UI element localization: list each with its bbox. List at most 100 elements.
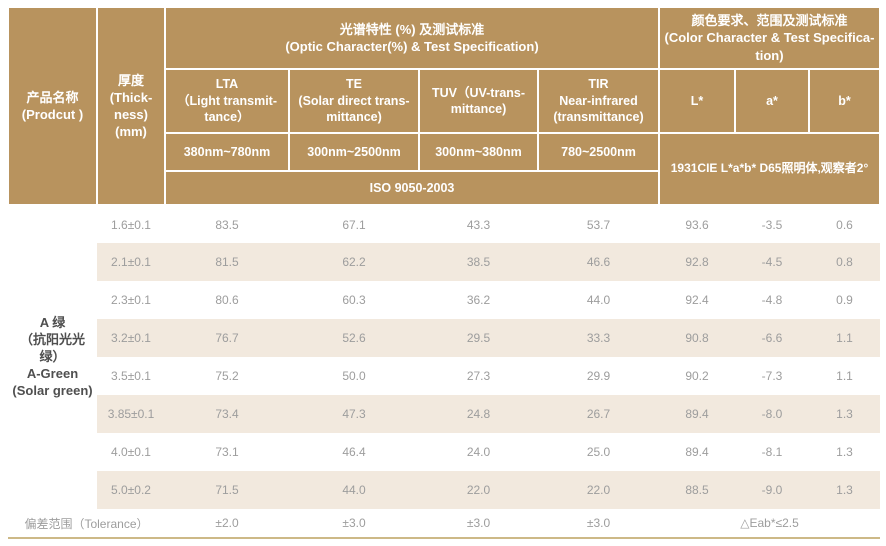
data-value: 50.0 [289, 357, 419, 395]
header-tuv: TUV（UV-trans- mittance) [418, 68, 539, 134]
data-value: 93.6 [659, 205, 735, 243]
data-value: 81.5 [165, 243, 289, 281]
data-value: 38.5 [419, 243, 538, 281]
range-tir: 780~2500nm [537, 132, 660, 172]
thickness-value: 5.0±0.2 [97, 471, 165, 509]
header-standard-row: ISO 9050-2003 [8, 170, 880, 206]
tolerance-te: ±3.0 [289, 509, 419, 538]
table-header: 产品名称 (Prodcut ) 厚度 (Thick- ness) (mm) 光谱… [7, 6, 882, 206]
header-l-star: L* [658, 68, 736, 134]
table-row: 3.2±0.1 76.7 52.6 29.5 33.3 90.8 -6.6 1.1 [8, 319, 881, 357]
header-color-group: 颜色要求、范围及测试标准 (Color Character & Test Spe… [657, 6, 882, 70]
data-value: -6.6 [735, 319, 809, 357]
data-value: -7.3 [735, 357, 809, 395]
data-value: 46.6 [538, 243, 659, 281]
range-tuv: 300nm~380nm [418, 132, 539, 172]
header-tir: TIR Near-infrared (transmittance) [537, 68, 660, 134]
data-value: 1.3 [809, 433, 881, 471]
header-b-star: b* [807, 68, 882, 134]
data-value: -8.0 [735, 395, 809, 433]
data-value: 89.4 [659, 395, 735, 433]
table-row: A 绿 （抗阳光光绿） A-Green (Solar green) 1.6±0.1… [8, 205, 881, 509]
data-value: -3.5 [735, 205, 809, 243]
data-value: -4.8 [735, 281, 809, 319]
data-value: 47.3 [289, 395, 419, 433]
header-range-row: 380nm~780nm 300nm~2500nm 300nm~380nm 780… [8, 132, 882, 206]
data-value: 1.1 [809, 357, 881, 395]
data-value: 83.5 [165, 205, 289, 243]
range-lta: 380nm~780nm [164, 132, 290, 172]
data-value: 44.0 [538, 281, 659, 319]
header-te: TE (Solar direct trans- mittance) [288, 68, 420, 134]
header-product-name: 产品名称 (Prodcut ) [7, 6, 98, 206]
data-value: 89.4 [659, 433, 735, 471]
data-value: 1.1 [809, 319, 881, 357]
table-row: 3.5±0.1 75.2 50.0 27.3 29.9 90.2 -7.3 1.1 [8, 357, 881, 395]
header-thickness: 厚度 (Thick- ness) (mm) [96, 6, 166, 206]
optic-standard: ISO 9050-2003 [164, 170, 660, 206]
data-value: 1.3 [809, 395, 881, 433]
table-footer: 偏差范围（Tolerance） ±2.0 ±3.0 ±3.0 ±3.0 △Eab… [8, 509, 881, 538]
data-value: 52.6 [289, 319, 419, 357]
data-value: 92.8 [659, 243, 735, 281]
header-group-row: 产品名称 (Prodcut ) 厚度 (Thick- ness) (mm) 光谱… [7, 6, 882, 206]
data-value: 36.2 [419, 281, 538, 319]
data-value: 75.2 [165, 357, 289, 395]
data-value: 25.0 [538, 433, 659, 471]
range-te: 300nm~2500nm [288, 132, 420, 172]
data-value: 60.3 [289, 281, 419, 319]
header-sub-row: LTA （Light transmit- tance） TE (Solar di… [8, 68, 882, 134]
thickness-value: 1.6±0.1 [97, 205, 165, 243]
tolerance-tuv: ±3.0 [419, 509, 538, 538]
data-value: 1.3 [809, 471, 881, 509]
data-value: 88.5 [659, 471, 735, 509]
data-value: 26.7 [538, 395, 659, 433]
tolerance-label: 偏差范围（Tolerance） [8, 509, 165, 538]
product-spec-table: 产品名称 (Prodcut ) 厚度 (Thick- ness) (mm) 光谱… [7, 6, 882, 539]
data-value: 22.0 [538, 471, 659, 509]
data-value: 44.0 [289, 471, 419, 509]
data-value: 73.4 [165, 395, 289, 433]
data-value: -8.1 [735, 433, 809, 471]
data-value: 27.3 [419, 357, 538, 395]
data-value: 46.4 [289, 433, 419, 471]
data-value: 24.8 [419, 395, 538, 433]
tolerance-tir: ±3.0 [538, 509, 659, 538]
data-value: 71.5 [165, 471, 289, 509]
data-value: 73.1 [165, 433, 289, 471]
header-optic-group: 光谱特性 (%) 及测试标准 (Optic Character(%) & Tes… [164, 6, 660, 70]
thickness-value: 3.2±0.1 [97, 319, 165, 357]
data-value: 24.0 [419, 433, 538, 471]
data-value: 29.9 [538, 357, 659, 395]
data-value: 90.2 [659, 357, 735, 395]
product-name-cell: A 绿 （抗阳光光绿） A-Green (Solar green) [8, 205, 97, 509]
thickness-value: 3.5±0.1 [97, 357, 165, 395]
data-value: 0.6 [809, 205, 881, 243]
data-value: 22.0 [419, 471, 538, 509]
thickness-value: 2.3±0.1 [97, 281, 165, 319]
data-value: 33.3 [538, 319, 659, 357]
data-value: 80.6 [165, 281, 289, 319]
data-value: 29.5 [419, 319, 538, 357]
table-row: 3.85±0.1 73.4 47.3 24.8 26.7 89.4 -8.0 1.3 [8, 395, 881, 433]
thickness-value: 2.1±0.1 [97, 243, 165, 281]
table-row: 2.3±0.1 80.6 60.3 36.2 44.0 92.4 -4.8 0.9 [8, 281, 881, 319]
color-standard: 1931CIE L*a*b* D65照明体,观察者2° [657, 132, 882, 206]
tolerance-row: 偏差范围（Tolerance） ±2.0 ±3.0 ±3.0 ±3.0 △Eab… [8, 509, 881, 538]
data-value: 67.1 [289, 205, 419, 243]
table-row: 4.0±0.1 73.1 46.4 24.0 25.0 89.4 -8.1 1.3 [8, 433, 881, 471]
header-a-star: a* [734, 68, 810, 134]
data-value: 76.7 [165, 319, 289, 357]
tolerance-color: △Eab*≤2.5 [659, 509, 881, 538]
data-value: 53.7 [538, 205, 659, 243]
header-lta: LTA （Light transmit- tance） [164, 68, 290, 134]
table-body: A 绿 （抗阳光光绿） A-Green (Solar green) 1.6±0.1… [8, 205, 881, 509]
data-value: -4.5 [735, 243, 809, 281]
data-value: -9.0 [735, 471, 809, 509]
table-row: 2.1±0.1 81.5 62.2 38.5 46.6 92.8 -4.5 0.8 [8, 243, 881, 281]
data-value: 92.4 [659, 281, 735, 319]
table-row: 5.0±0.2 71.5 44.0 22.0 22.0 88.5 -9.0 1.3 [8, 471, 881, 509]
data-value: 90.8 [659, 319, 735, 357]
data-value: 0.9 [809, 281, 881, 319]
